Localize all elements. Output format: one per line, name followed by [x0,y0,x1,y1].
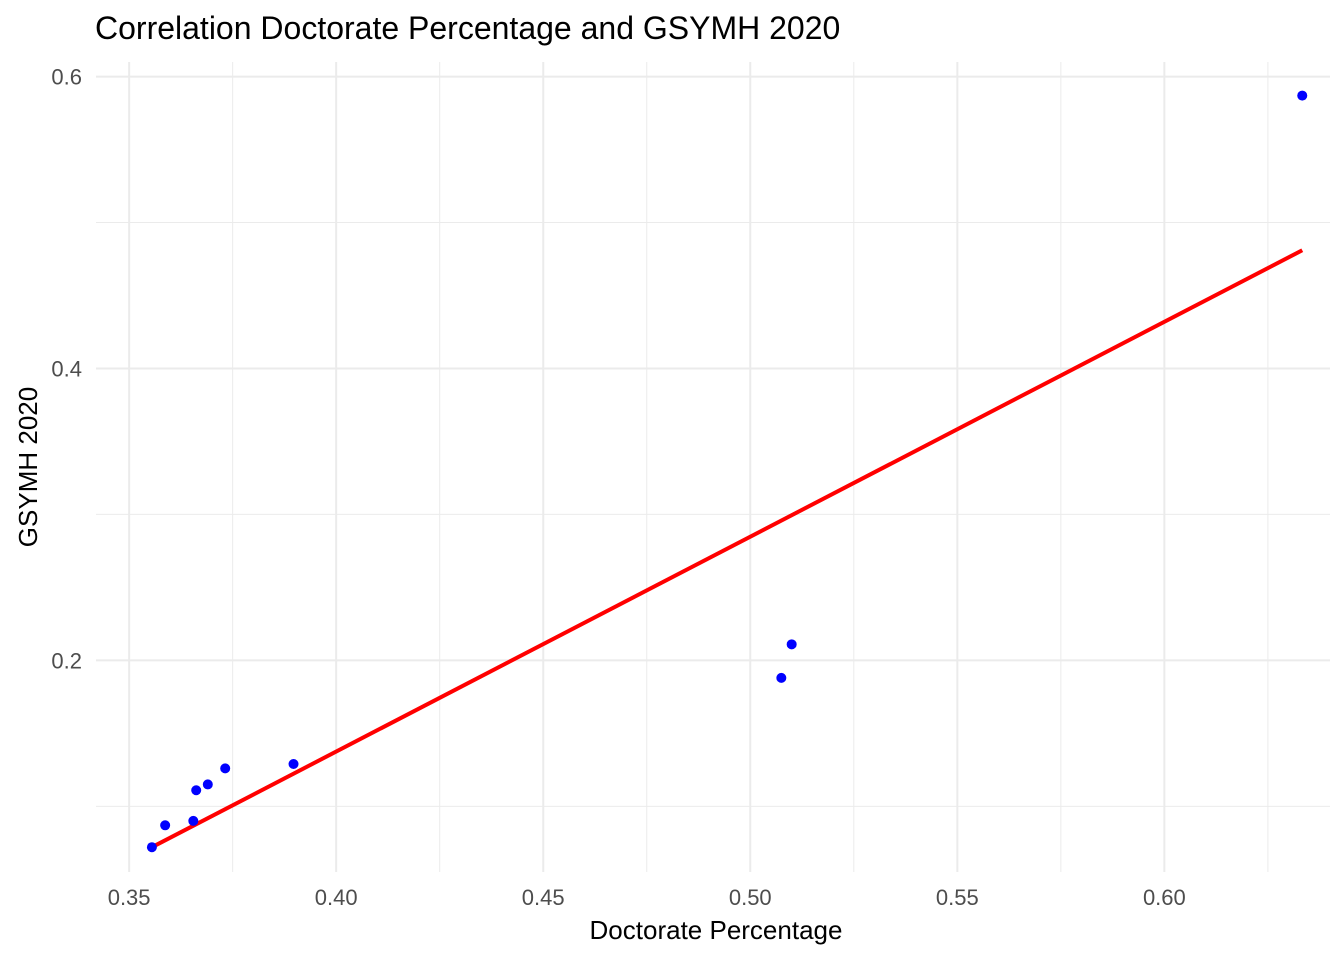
trend-line-group [150,248,1304,849]
x-tick-label: 0.45 [522,885,565,910]
y-axis-ticks: 0.2 0.4 0.6 [51,65,82,674]
minor-gridlines [96,62,1330,872]
data-point [160,820,171,831]
y-tick-label: 0.6 [51,65,82,90]
data-point [288,759,299,769]
data-point [202,779,213,790]
data-point [191,785,202,796]
x-tick-label: 0.55 [936,885,979,910]
major-gridlines [96,62,1330,872]
x-axis-title: Doctorate Percentage [590,915,843,945]
y-axis-title: GSYMH 2020 [13,387,43,547]
data-point [776,672,787,683]
x-tick-label: 0.35 [108,885,151,910]
data-points [146,90,1308,853]
data-point [1297,90,1308,101]
y-tick-label: 0.2 [51,648,82,673]
trend-line [150,248,1304,849]
data-point [188,815,199,826]
x-axis-ticks: 0.35 0.40 0.45 0.50 0.55 0.60 [108,885,1186,910]
y-tick-label: 0.4 [51,356,82,381]
x-tick-label: 0.50 [729,885,772,910]
chart-title: Correlation Doctorate Percentage and GSY… [95,10,841,46]
x-tick-label: 0.40 [315,885,358,910]
data-point [146,842,157,853]
data-point [786,639,797,650]
x-tick-label: 0.60 [1143,885,1186,910]
data-point [220,763,231,774]
